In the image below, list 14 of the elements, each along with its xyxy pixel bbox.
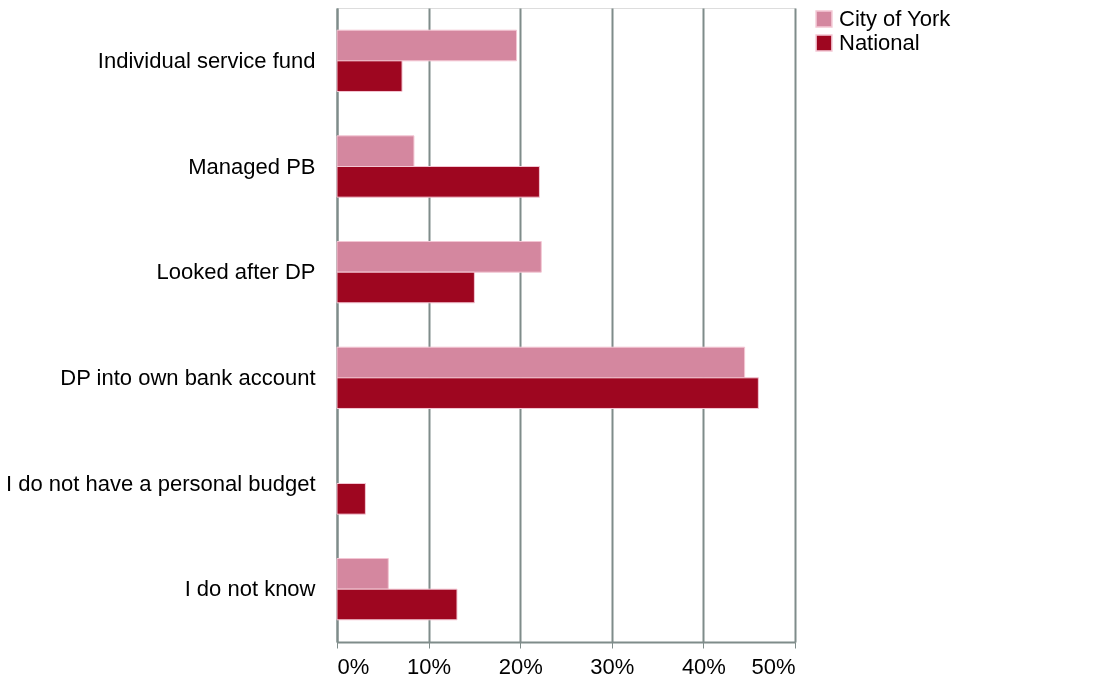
x-tick-label: 10% — [407, 653, 452, 679]
x-tick-label: 50% — [751, 653, 796, 679]
legend-label: National — [839, 30, 920, 55]
y-tick-label: I do not know — [184, 576, 316, 602]
y-tick-label: I do not have a personal budget — [6, 470, 316, 496]
y-tick-label: Managed PB — [188, 153, 316, 179]
y-tick-label: DP into own bank account — [60, 364, 316, 390]
y-tick-label: Individual service fund — [97, 47, 316, 73]
x-tick-label: 30% — [590, 653, 635, 679]
y-tick-label: Looked after DP — [156, 259, 316, 285]
legend-label: City of York — [839, 6, 952, 31]
x-tick-label: 20% — [498, 653, 543, 679]
x-tick-label: 0% — [337, 653, 370, 679]
x-tick-label: 40% — [681, 653, 726, 679]
